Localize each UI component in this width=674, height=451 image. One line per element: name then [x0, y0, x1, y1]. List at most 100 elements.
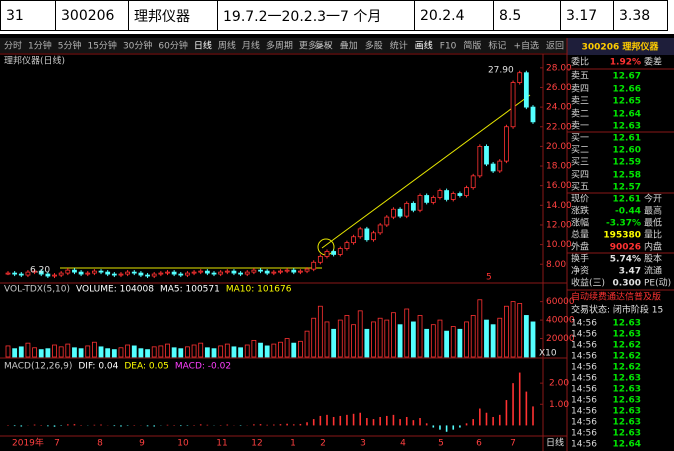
candle [504, 126, 509, 162]
volume-bar [510, 301, 516, 358]
period-button[interactable]: 30分钟 [123, 40, 152, 52]
candle [118, 273, 124, 276]
tool-button[interactable]: 多股 [365, 40, 383, 52]
volume-bar [450, 326, 456, 358]
candle [32, 270, 37, 273]
y-tick-label: 1.00 [549, 400, 569, 410]
candle [145, 274, 150, 277]
volume-bar [238, 347, 243, 358]
candle [105, 271, 111, 275]
quote-extra: 最低 [644, 217, 662, 229]
candle [191, 271, 197, 274]
volume-bar [484, 319, 489, 358]
quote-value: 12.60 [613, 146, 641, 156]
period-button[interactable]: 多周期 [266, 40, 293, 52]
period-button[interactable]: 日线 [194, 40, 212, 52]
volume-bar [25, 342, 31, 358]
candle [158, 272, 164, 275]
x-tick-label: 9 [139, 439, 145, 449]
candle [238, 272, 243, 275]
candle [457, 193, 463, 196]
candle [484, 145, 489, 165]
quote-label: 卖四 [571, 84, 589, 95]
tick-time: 14:56 [571, 429, 597, 439]
tool-button[interactable]: 叠加 [340, 41, 358, 52]
candle [231, 270, 237, 274]
period-button[interactable]: 60分钟 [158, 40, 187, 52]
tool-button[interactable]: 标记 [488, 40, 506, 52]
cell: 3.38 [613, 0, 668, 31]
volume-bar [204, 347, 210, 358]
volume-bar [58, 346, 64, 358]
tool-button[interactable]: F10 [440, 42, 457, 52]
candle [510, 82, 516, 128]
tick-time: 14:56 [571, 396, 597, 406]
candle [218, 271, 224, 275]
quote-value: 3.47 [619, 267, 641, 277]
candle [410, 202, 416, 211]
tool-button[interactable]: 统计 [390, 40, 408, 52]
tool-button[interactable]: 画线 [415, 40, 433, 52]
candle [65, 269, 71, 274]
candle [171, 271, 177, 275]
period-button[interactable]: 周线 [218, 40, 236, 52]
quote-label: 涨跌 [571, 206, 589, 217]
candle [12, 272, 18, 275]
candle [91, 270, 97, 274]
tick-time: 14:56 [571, 363, 597, 373]
volume-scale: X10 [539, 349, 557, 359]
volume-bar [278, 341, 283, 358]
tool-button[interactable]: 复权 [315, 40, 333, 52]
period-label: 日线 [546, 437, 564, 449]
volume-bar [523, 315, 529, 358]
quote-extra: 股本 [644, 253, 662, 265]
volume-bar [357, 310, 363, 358]
quote-header: 300206 理邦仪器 [582, 41, 660, 53]
period-button[interactable]: 月线 [242, 40, 260, 52]
tool-button[interactable]: +自选 [513, 40, 539, 52]
candle [331, 251, 337, 255]
tick-time: 14:56 [571, 319, 597, 329]
quote-label: 卖一 [571, 121, 589, 132]
candle [324, 251, 330, 257]
period-button[interactable]: 更多>> [299, 40, 332, 52]
candle [251, 269, 257, 273]
period-button[interactable]: 1分钟 [28, 40, 52, 52]
quote-label: 收益(三) [571, 277, 605, 289]
candle [98, 270, 104, 273]
volume-bar [251, 339, 257, 358]
quote-value: 195380 [603, 231, 641, 241]
quote-value: 12.63 [613, 122, 641, 132]
volume-bar [497, 317, 503, 358]
tick-time: 14:56 [571, 352, 597, 362]
tool-button[interactable]: 简版 [463, 40, 481, 52]
volume-bar [298, 340, 303, 358]
candle [298, 270, 303, 273]
volume-bar [324, 321, 330, 358]
x-tick-label: 7 [54, 439, 60, 449]
tick-time: 14:56 [571, 440, 597, 450]
candle [530, 106, 536, 123]
volume-legend: MA10: 101676 [226, 285, 292, 295]
volume-bar [38, 349, 44, 358]
y-tick-label: 26.00 [546, 83, 572, 93]
volume-bar [470, 315, 476, 358]
summary-row: 31 300206 理邦仪器 19.7.2一20.2.3一7 个月 20.2.4… [0, 0, 668, 31]
volume-bar [264, 345, 270, 358]
period-button[interactable]: 5分钟 [58, 40, 82, 52]
candle [45, 273, 51, 277]
candle [404, 202, 410, 217]
trend-line [321, 94, 531, 249]
y-tick-label: 16.00 [546, 181, 572, 191]
volume-bar [111, 349, 117, 358]
volume-bar [165, 343, 170, 358]
x-tick-label: 10 [177, 439, 189, 449]
period-button[interactable]: 分时 [4, 40, 22, 52]
x-tick-label: 1 [290, 439, 296, 449]
tick-price: 12.63 [613, 374, 641, 384]
x-tick-label: 2019年 [12, 437, 44, 449]
period-button[interactable]: 15分钟 [87, 40, 116, 52]
high-label: 27.90 [488, 66, 514, 76]
tool-button[interactable]: 返回 [546, 40, 564, 52]
volume-bar [65, 343, 71, 358]
